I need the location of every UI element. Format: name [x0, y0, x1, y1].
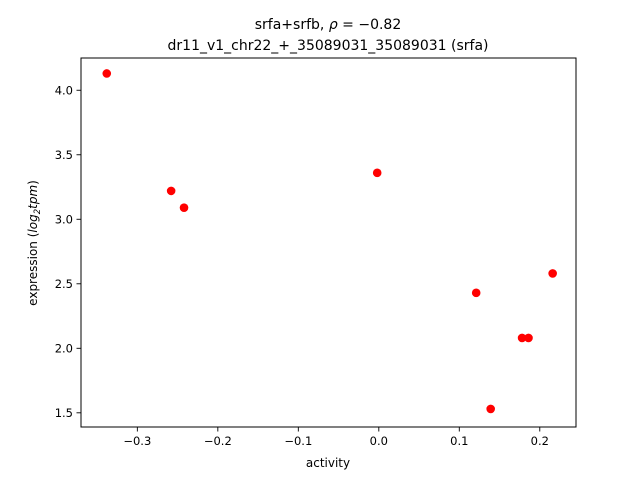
plot-area: −0.3 −0.2 −0.1 0.0 0.1 0.2 1.5 2.0 2.5 3.0 3.5 4.0	[55, 57, 577, 448]
y-label-suffix: )	[26, 180, 40, 185]
data-point	[102, 69, 112, 78]
data-point	[179, 203, 189, 212]
chart-title-line1: srfa+srfb, ρ = −0.82	[255, 17, 402, 33]
x-tick-label: −0.2	[204, 434, 232, 448]
title-rho-value: = −0.82	[338, 17, 402, 33]
y-tick-label: 2.0	[55, 341, 73, 355]
data-point	[166, 186, 176, 196]
y-label-log: log	[26, 214, 40, 233]
y-label-tpm: tpm	[26, 185, 40, 209]
x-axis-label: activity	[306, 456, 350, 470]
chart-title-line2: dr11_v1_chr22_+_35089031_35089031 (srfa)	[168, 38, 489, 54]
data-point	[524, 333, 533, 343]
x-tick-label: 0.1	[450, 434, 468, 448]
y-axis-label: expression (log2tpm)	[26, 180, 43, 306]
y-tick-label: 4.0	[55, 83, 73, 97]
x-tick-label: 0.2	[531, 434, 549, 448]
data-point	[372, 168, 382, 178]
data-point	[471, 288, 481, 298]
data-point	[486, 404, 495, 414]
title-rho-symbol: ρ	[329, 17, 338, 33]
data-point	[548, 269, 557, 278]
y-label-sub: 2	[33, 209, 43, 214]
y-tick-label: 3.0	[55, 212, 73, 226]
y-tick-label: 1.5	[55, 406, 73, 420]
y-tick-label: 3.5	[55, 148, 73, 162]
x-tick-label: 0.0	[370, 434, 388, 448]
data-point	[517, 333, 527, 343]
x-tick-label: −0.1	[284, 434, 312, 448]
axes-frame	[80, 57, 577, 428]
title-prefix: srfa+srfb,	[255, 17, 329, 33]
y-tick-label: 2.5	[55, 277, 73, 291]
y-label-prefix: expression (	[26, 233, 40, 306]
x-tick-label: −0.3	[123, 434, 151, 448]
